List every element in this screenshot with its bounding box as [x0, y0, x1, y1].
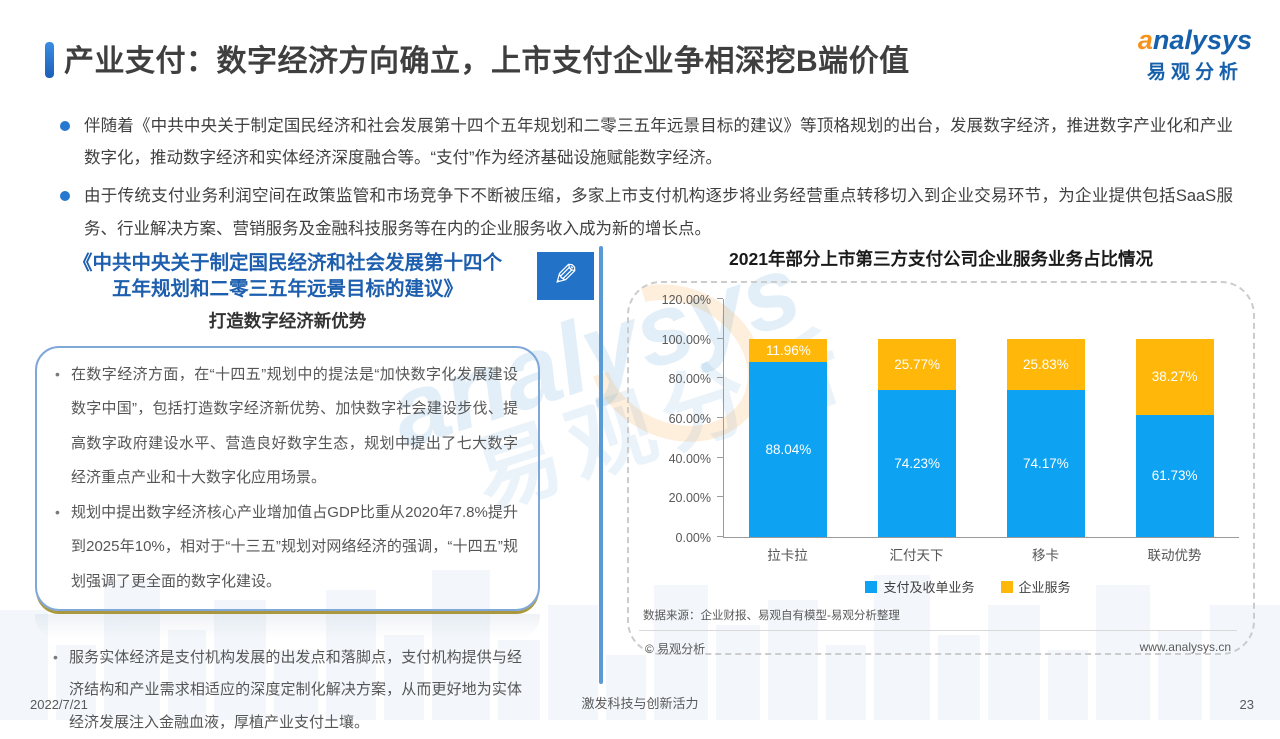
policy-doc-title-line1: 《中共中央关于制定国民经济和社会发展第十四个 — [72, 252, 502, 274]
vertical-divider — [599, 246, 603, 684]
y-axis-tick-label: 40.00% — [668, 451, 711, 466]
intro-bullet: 伴随着《中共中央关于制定国民经济和社会发展第十四个五年规划和二零三五年远景目标的… — [58, 110, 1233, 174]
y-axis-tick-label: 60.00% — [668, 412, 711, 426]
bar-stack: 11.96% 88.04% — [749, 338, 828, 537]
policy-point: 在数字经济方面，在“十四五”规划中的提法是“加快数字化发展建设数字中国”，包括打… — [53, 358, 518, 496]
chart-area: 120.00% 100.00% 80.00% 60.00% 40.00% 20.00% 0.… — [637, 293, 1239, 545]
y-axis-tick-mark — [717, 377, 723, 379]
bar-segment: 74.23% — [878, 389, 957, 537]
bar-segment: 11.96% — [749, 338, 828, 363]
bar-segment: 61.73% — [1135, 414, 1214, 537]
x-axis-label: 汇付天下 — [889, 548, 944, 563]
bar-value-label: 25.77% — [894, 356, 941, 372]
policy-doc-subtitle: 打造数字经济新优势 — [208, 310, 367, 331]
y-axis-tick-mark — [717, 456, 723, 458]
panel-footer: © 易观分析 www.analysys.cn — [637, 640, 1239, 657]
bar-value-label: 11.96% — [765, 343, 811, 359]
insight-point: 服务实体经济是支付机构发展的出发点和落脚点，支付机构提供与经济结构和产业需求相适… — [51, 642, 522, 739]
y-axis-tick-mark — [717, 298, 723, 299]
bar-column: 11.96% 88.04% — [724, 299, 853, 537]
y-axis-tick-label: 80.00% — [668, 372, 711, 387]
chart-plot: 11.96% 88.04% 25.77% 74.23% 25.83% 74.17% 38.2… — [723, 299, 1239, 538]
bar-column: 25.77% 74.23% — [853, 299, 982, 537]
y-axis-tick-mark — [717, 417, 723, 418]
legend-item: 支付及收单业务 — [865, 577, 975, 596]
chart-title: 2021年部分上市第三方支付公司企业服务业务占比情况 — [729, 249, 1153, 269]
website-link[interactable]: www.analysys.cn — [1139, 640, 1231, 654]
title-accent-bar — [45, 42, 54, 78]
box-reflection — [35, 614, 540, 639]
intro-bullet: 由于传统支付业务利润空间在政策监管和市场竞争下不断被压缩，多家上市支付机构逐步将… — [58, 180, 1233, 244]
legend-label: 支付及收单业务 — [883, 580, 975, 595]
policy-doc-title-line2: 五年规划和二零三五年远景目标的建议》 — [111, 278, 463, 301]
policy-highlight-box: 在数字经济方面，在“十四五”规划中的提法是“加快数字化发展建设数字中国”，包括打… — [35, 345, 540, 612]
analysys-logo: analysys 易观分析 — [1137, 25, 1252, 84]
legend-label: 企业服务 — [1018, 580, 1071, 595]
chart-section: 2021年部分上市第三方支付公司企业服务业务占比情况 120.00% 100.00… — [627, 246, 1255, 657]
pencil-icon: ✎ — [552, 259, 579, 292]
policy-panel: 《中共中央关于制定国民经济和社会发展第十四个 五年规划和二零三五年远景目标的建议… — [35, 250, 597, 739]
bar-column: 25.83% 74.17% — [982, 299, 1111, 537]
chart-legend: 支付及收单业务 企业服务 — [697, 577, 1239, 596]
legend-swatch — [865, 580, 878, 593]
chart-source: 数据来源：企业财报、易观自有模型-易观分析整理 — [643, 610, 900, 622]
bar-segment: 88.04% — [749, 362, 828, 537]
y-axis-tick-mark — [717, 337, 723, 339]
bar-value-label: 25.83% — [1022, 356, 1069, 372]
bar-value-label: 38.27% — [1151, 369, 1198, 385]
bar-stack: 25.83% 74.17% — [1006, 338, 1085, 537]
insight-point-list: 服务实体经济是支付机构发展的出发点和落脚点，支付机构提供与经济结构和产业需求相适… — [51, 642, 522, 739]
policy-point: 规划中提出数字经济核心产业增加值占GDP比重从2020年7.8%提升到2025年… — [53, 496, 518, 600]
y-axis-tick-label: 20.00% — [668, 491, 711, 506]
bar-stack: 38.27% 61.73% — [1135, 338, 1214, 537]
y-axis-tick-label: 100.00% — [661, 332, 711, 347]
footer-slogan: 激发科技与创新活力 — [581, 696, 699, 711]
chart-panel: 120.00% 100.00% 80.00% 60.00% 40.00% 20.00% 0.… — [627, 281, 1255, 657]
y-axis-tick-mark — [717, 536, 723, 537]
bar-value-label: 74.23% — [894, 455, 941, 471]
page-title: 产业支付：数字经济方向确立，上市支付企业争相深挖B端价值 — [64, 45, 910, 78]
bar-stack: 25.77% 74.23% — [878, 338, 957, 537]
pencil-badge: ✎ — [537, 252, 594, 300]
legend-item: 企业服务 — [1000, 577, 1071, 596]
bar-segment: 25.77% — [878, 338, 957, 390]
payment-insight-block: 服务实体经济是支付机构发展的出发点和落脚点，支付机构提供与经济结构和产业需求相适… — [35, 642, 540, 739]
logo-a-glyph: a — [1137, 25, 1153, 55]
bar-column: 38.27% 61.73% — [1110, 299, 1239, 537]
copyright-label: © 易观分析 — [645, 642, 706, 656]
bar-value-label: 74.17% — [1022, 455, 1069, 471]
bar-value-label: 88.04% — [765, 442, 812, 458]
bar-segment: 74.17% — [1006, 389, 1085, 537]
x-axis-label: 拉卡拉 — [767, 548, 808, 563]
panel-divider — [639, 630, 1237, 631]
x-axis-label: 联动优势 — [1147, 548, 1202, 563]
page-number: 23 — [1239, 697, 1254, 712]
analysys-logo-wordmark: analysys — [1137, 25, 1252, 55]
bar-value-label: 61.73% — [1151, 468, 1198, 484]
intro-bullet-list: 伴随着《中共中央关于制定国民经济和社会发展第十四个五年规划和二零三五年远景目标的… — [58, 110, 1233, 251]
y-axis-tick-label: 120.00% — [661, 293, 711, 307]
policy-point-list: 在数字经济方面，在“十四五”规划中的提法是“加快数字化发展建设数字中国”，包括打… — [53, 358, 518, 600]
y-axis-tick-label: 0.00% — [675, 531, 711, 545]
chart-y-axis: 120.00% 100.00% 80.00% 60.00% 40.00% 20.00% 0.… — [637, 293, 723, 545]
analysys-logo-chinese: 易观分析 — [1146, 61, 1243, 83]
bar-segment: 38.27% — [1135, 338, 1214, 415]
policy-doc-title: 《中共中央关于制定国民经济和社会发展第十四个 五年规划和二零三五年远景目标的建议… — [35, 250, 540, 303]
footer-date: 2022/7/21 — [30, 697, 88, 712]
chart-x-labels: 拉卡拉 汇付天下 移卡 联动优势 — [723, 544, 1239, 564]
y-axis-tick-mark — [717, 496, 723, 498]
legend-swatch — [1000, 580, 1013, 593]
bar-segment: 25.83% — [1006, 338, 1085, 390]
x-axis-label: 移卡 — [1032, 548, 1059, 563]
